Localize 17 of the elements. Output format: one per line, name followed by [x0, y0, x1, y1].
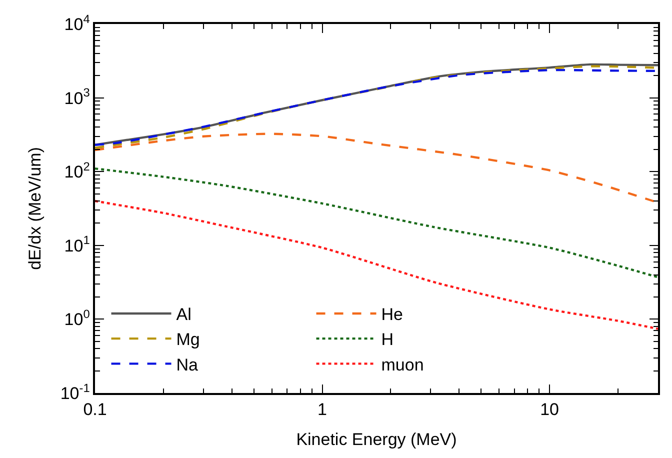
x-tick-label: 0.1 — [83, 400, 107, 420]
y-tick-label: 10$^{2}$ — [64, 159, 90, 182]
x-axis-title: Kinetic Energy (MeV) — [296, 430, 457, 450]
x-tick-label: 1 — [318, 400, 328, 420]
y-tick-label: 10$^{0}$ — [64, 307, 90, 330]
legend-label: H — [381, 330, 394, 350]
y-tick-label: 10$^{1}$ — [64, 233, 90, 256]
y-tick-label: 10$^{-1}$ — [60, 380, 90, 403]
legend-label: muon — [381, 355, 424, 374]
y-tick-label: 10$^{3}$ — [64, 86, 90, 108]
legend-label: Al — [176, 305, 192, 324]
legend-label: He — [381, 305, 403, 324]
y-axis-title: dE/dx (MeV/um) — [25, 147, 44, 270]
x-tick-label: 10 — [540, 400, 560, 420]
legend-label: Mg — [176, 330, 200, 350]
y-tick-label: 10$^{4}$ — [64, 12, 90, 34]
legend-label: Na — [176, 355, 199, 374]
